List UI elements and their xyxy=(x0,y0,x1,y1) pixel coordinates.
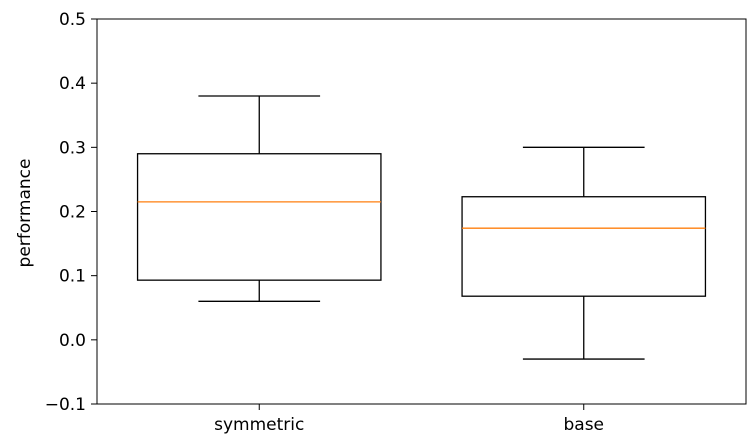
iqr-box xyxy=(461,196,707,297)
y-axis-label: performance xyxy=(15,159,35,268)
y-tick-label: 0.5 xyxy=(59,10,86,30)
plot-frame xyxy=(96,18,747,405)
x-tick-label: symmetric xyxy=(214,415,304,435)
y-tick-label: 0.3 xyxy=(59,138,86,158)
y-tick-label: 0.0 xyxy=(59,331,86,351)
iqr-box xyxy=(136,153,382,281)
y-tick-label: −0.1 xyxy=(45,395,86,415)
y-tick-label: 0.1 xyxy=(59,267,86,287)
x-tick-label: base xyxy=(563,415,604,435)
y-tick-label: 0.4 xyxy=(59,74,86,94)
y-tick-label: 0.2 xyxy=(59,203,86,223)
